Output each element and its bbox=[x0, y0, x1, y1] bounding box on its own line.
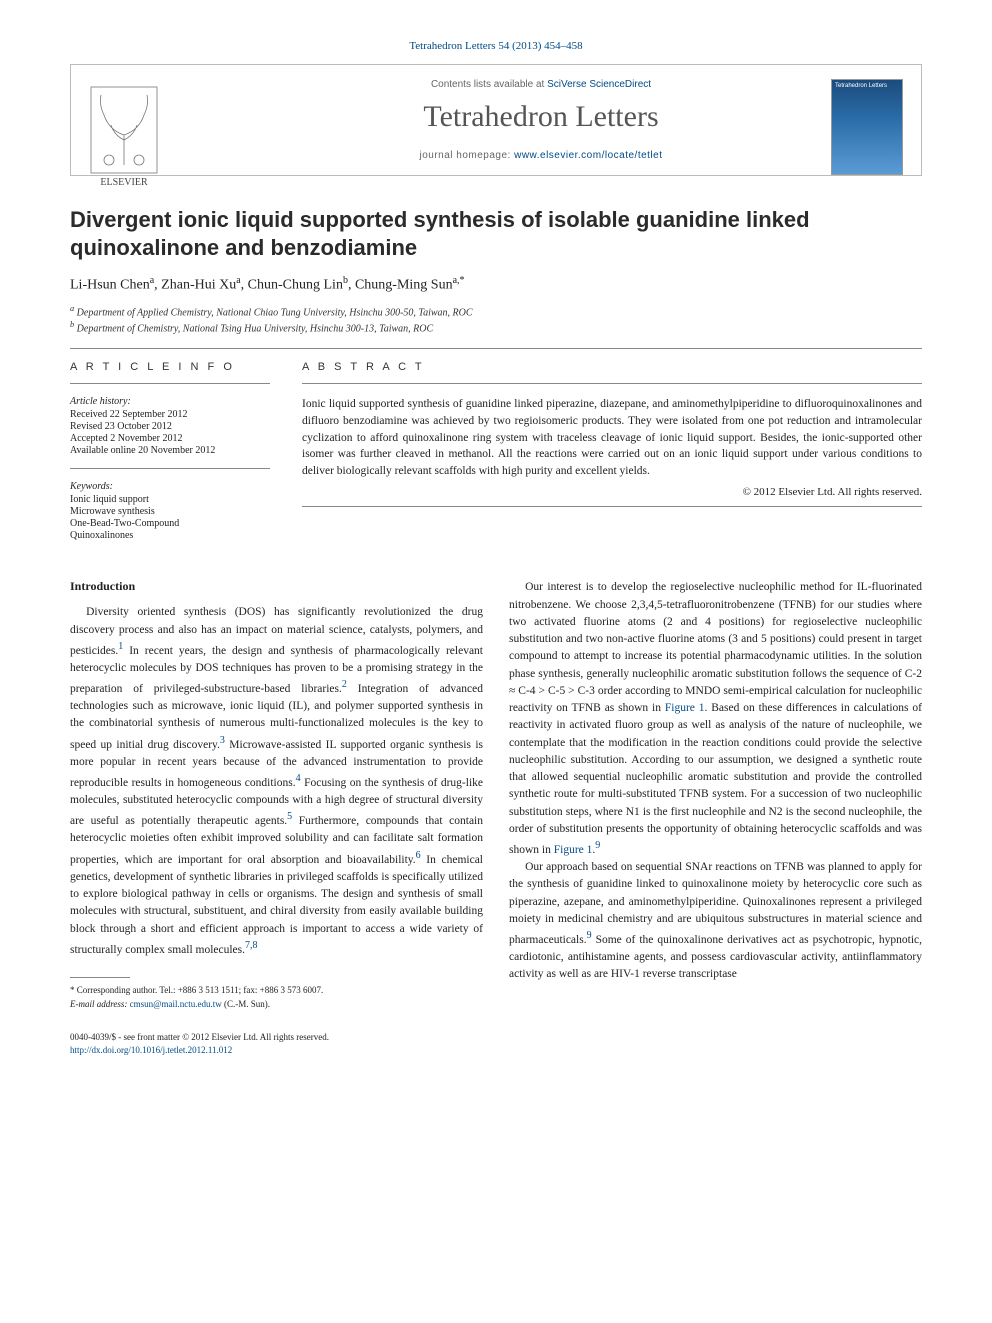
page-footer: 0040-4039/$ - see front matter © 2012 El… bbox=[70, 1031, 922, 1056]
cover-title: Tetrahedron Letters bbox=[832, 80, 902, 92]
homepage-line: journal homepage: www.elsevier.com/locat… bbox=[181, 150, 901, 161]
aff-sup: b bbox=[343, 275, 348, 286]
email-label: E-mail address: bbox=[70, 999, 130, 1009]
affiliation-a: a Department of Applied Chemistry, Natio… bbox=[70, 304, 922, 318]
body-column-right: Our interest is to develop the regiosele… bbox=[509, 579, 922, 1013]
figure-link[interactable]: Figure 1 bbox=[554, 844, 593, 856]
citation-header: Tetrahedron Letters 54 (2013) 454–458 bbox=[70, 40, 922, 52]
body-column-left: Introduction Diversity oriented synthesi… bbox=[70, 579, 483, 1013]
affiliation-b: b Department of Chemistry, National Tsin… bbox=[70, 320, 922, 334]
body-text: Our interest is to develop the regiosele… bbox=[509, 581, 922, 714]
affiliations: a Department of Applied Chemistry, Natio… bbox=[70, 304, 922, 335]
email-link[interactable]: cmsun@mail.nctu.edu.tw bbox=[130, 999, 222, 1009]
homepage-prefix: journal homepage: bbox=[419, 150, 514, 161]
email-who: (C.-M. Sun). bbox=[222, 999, 270, 1009]
abstract-copyright: © 2012 Elsevier Ltd. All rights reserved… bbox=[302, 486, 922, 498]
doi-link[interactable]: http://dx.doi.org/10.1016/j.tetlet.2012.… bbox=[70, 1045, 232, 1055]
article-title: Divergent ionic liquid supported synthes… bbox=[70, 206, 922, 261]
online-date: Available online 20 November 2012 bbox=[70, 445, 270, 456]
aff-sup: a bbox=[150, 275, 154, 286]
body-two-column: Introduction Diversity oriented synthesi… bbox=[70, 579, 922, 1013]
body-paragraph: Diversity oriented synthesis (DOS) has s… bbox=[70, 604, 483, 959]
article-info-label: A R T I C L E I N F O bbox=[70, 361, 270, 373]
keyword: Microwave synthesis bbox=[70, 506, 270, 517]
history-head: Article history: bbox=[70, 396, 270, 407]
keyword: One-Bead-Two-Compound bbox=[70, 518, 270, 529]
info-abstract-row: A R T I C L E I N F O Article history: R… bbox=[70, 361, 922, 553]
elsevier-logo-icon bbox=[89, 85, 159, 175]
revised-date: Revised 23 October 2012 bbox=[70, 421, 270, 432]
footnote-divider bbox=[70, 977, 130, 978]
aff-text: Department of Chemistry, National Tsing … bbox=[77, 323, 434, 334]
received-date: Received 22 September 2012 bbox=[70, 409, 270, 420]
keyword: Quinoxalinones bbox=[70, 530, 270, 541]
journal-cover-thumb: Tetrahedron Letters bbox=[831, 79, 903, 175]
homepage-link[interactable]: www.elsevier.com/locate/tetlet bbox=[514, 150, 662, 161]
contents-line: Contents lists available at SciVerse Sci… bbox=[181, 79, 901, 90]
abstract-text: Ionic liquid supported synthesis of guan… bbox=[302, 396, 922, 479]
abstract-label: A B S T R A C T bbox=[302, 361, 922, 373]
divider bbox=[302, 383, 922, 384]
abstract-column: A B S T R A C T Ionic liquid supported s… bbox=[302, 361, 922, 553]
corr-asterisk-icon: ,* bbox=[457, 275, 465, 286]
divider bbox=[302, 506, 922, 507]
author: Zhan-Hui Xu bbox=[161, 278, 236, 293]
aff-sup: a bbox=[236, 275, 240, 286]
section-heading-introduction: Introduction bbox=[70, 579, 483, 594]
article-info-column: A R T I C L E I N F O Article history: R… bbox=[70, 361, 270, 553]
front-matter-line: 0040-4039/$ - see front matter © 2012 El… bbox=[70, 1031, 922, 1044]
author: Chung-Ming Sun bbox=[355, 278, 453, 293]
author: Li-Hsun Chen bbox=[70, 278, 150, 293]
divider bbox=[70, 383, 270, 384]
article-history: Article history: Received 22 September 2… bbox=[70, 396, 270, 456]
figure-link[interactable]: Figure 1 bbox=[665, 702, 705, 714]
author: Chun-Chung Lin bbox=[248, 278, 343, 293]
divider bbox=[70, 348, 922, 349]
body-text: . Based on these differences in calculat… bbox=[509, 702, 922, 856]
divider bbox=[70, 468, 270, 469]
contents-prefix: Contents lists available at bbox=[431, 79, 547, 90]
email-footnote: E-mail address: cmsun@mail.nctu.edu.tw (… bbox=[70, 998, 483, 1011]
citation-link[interactable]: 9 bbox=[595, 840, 600, 851]
accepted-date: Accepted 2 November 2012 bbox=[70, 433, 270, 444]
body-text: In chemical genetics, development of syn… bbox=[70, 854, 483, 956]
keywords-head: Keywords: bbox=[70, 481, 270, 492]
scidirect-link[interactable]: SciVerse ScienceDirect bbox=[547, 79, 651, 90]
journal-name: Tetrahedron Letters bbox=[181, 100, 901, 134]
citation-link[interactable]: 7,8 bbox=[245, 940, 258, 951]
keywords-block: Keywords: Ionic liquid support Microwave… bbox=[70, 481, 270, 541]
journal-header-box: ELSEVIER Tetrahedron Letters Contents li… bbox=[70, 64, 922, 176]
aff-text: Department of Applied Chemistry, Nationa… bbox=[77, 307, 473, 318]
body-paragraph: Our interest is to develop the regiosele… bbox=[509, 579, 922, 859]
corresponding-footnote: * Corresponding author. Tel.: +886 3 513… bbox=[70, 984, 483, 997]
keyword: Ionic liquid support bbox=[70, 494, 270, 505]
author-list: Li-Hsun Chena, Zhan-Hui Xua, Chun-Chung … bbox=[70, 275, 922, 294]
publisher-label: ELSEVIER bbox=[89, 177, 159, 188]
body-paragraph: Our approach based on sequential SNAr re… bbox=[509, 859, 922, 984]
